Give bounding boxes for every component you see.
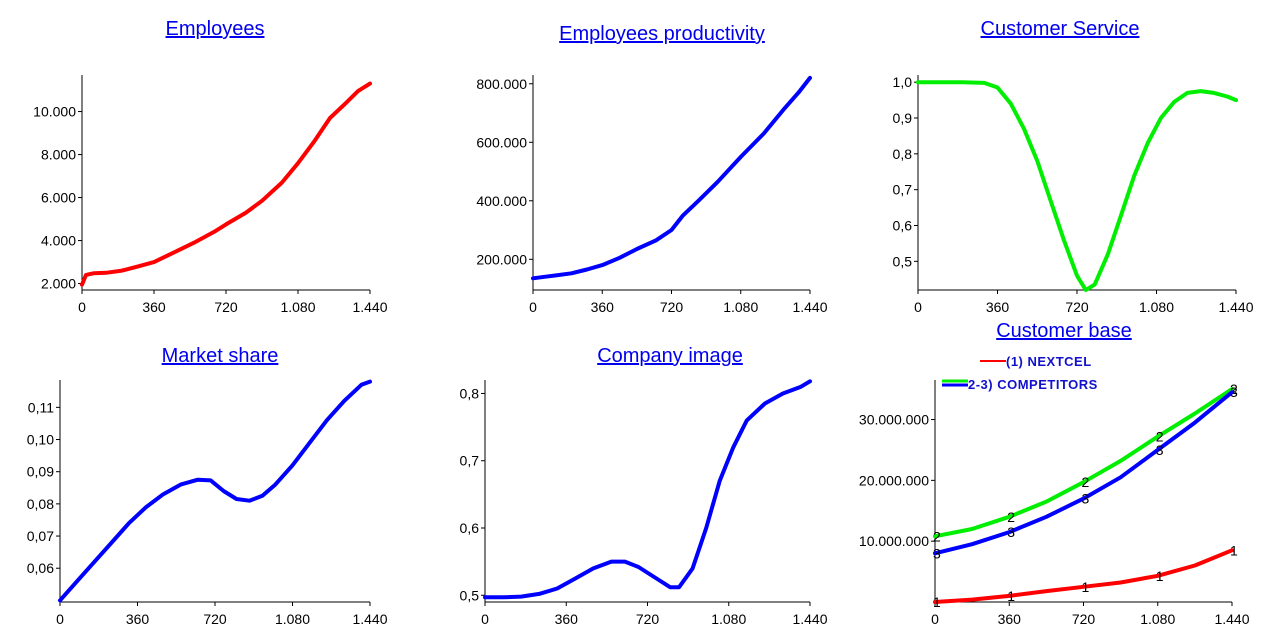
y-tick-label: 400.000 [476, 193, 527, 209]
legend-label-competitors: 2-3) COMPETITORS [968, 377, 1098, 392]
chart-panel-6: Customer base 0 360 720 1.080 1.440 10.000.000… [859, 320, 1250, 627]
chart-title: Market share [162, 345, 279, 367]
x-tick-label: 0 [78, 299, 86, 315]
series-marker: 2 [933, 528, 941, 544]
chart-title: Company image [597, 345, 743, 367]
y-tick-label: 0,6 [460, 520, 480, 536]
x-tick-label: 720 [660, 299, 684, 315]
y-tick-label: 6.000 [41, 190, 76, 206]
y-tick-label: 0,5 [893, 253, 913, 269]
series-marker: 3 [1007, 524, 1015, 540]
y-tick-label: 800.000 [476, 76, 527, 92]
series-line-1 [483, 379, 812, 600]
series-line-3 [933, 390, 1234, 556]
x-tick-label: 0 [931, 611, 939, 627]
series-marker: 3 [1156, 442, 1164, 458]
series-line-1 [58, 379, 372, 603]
y-tick-label: 0,10 [27, 432, 54, 448]
y-tick-label: 30.000.000 [859, 412, 929, 428]
x-tick-label: 1.080 [723, 299, 758, 315]
y-tick-label: 0,06 [27, 560, 54, 576]
y-tick-label: 0,11 [28, 399, 54, 415]
y-tick-label: 200.000 [476, 251, 527, 267]
chart-panel-4: Market share 0 360 720 1.080 1.440 0,06 0,07 0,0… [27, 345, 388, 627]
legend-label-nextcel: (1) NEXTCEL [1006, 354, 1092, 369]
x-tick-label: 720 [214, 299, 238, 315]
x-tick-label: 720 [1072, 611, 1096, 627]
y-tick-label: 10.000.000 [859, 533, 929, 549]
x-tick-label: 1.080 [711, 611, 746, 627]
x-tick-label: 1.440 [792, 611, 827, 627]
series-marker: 2 [1230, 381, 1238, 397]
y-tick-label: 0,6 [893, 218, 913, 234]
series-marker: 3 [1082, 491, 1090, 507]
series-marker: 2 [1007, 509, 1015, 525]
x-tick-label: 0 [914, 299, 922, 315]
x-tick-label: 1.080 [280, 299, 315, 315]
x-tick-label: 1.440 [352, 611, 387, 627]
x-tick-label: 0 [481, 611, 489, 627]
y-tick-label: 1,0 [893, 74, 913, 90]
chart-panel-1: Employees 0 360 720 1.080 1.440 2.000 4.000 6.00… [33, 18, 388, 315]
y-tick-label: 20.000.000 [859, 472, 929, 488]
series-marker: 2 [1082, 474, 1090, 490]
x-tick-label: 1.440 [792, 299, 827, 315]
y-tick-label: 4.000 [41, 233, 76, 249]
y-tick-label: 0,9 [893, 110, 913, 126]
x-tick-label: 0 [56, 611, 64, 627]
x-tick-label: 360 [555, 611, 579, 627]
chart-title: Employees productivity [559, 23, 765, 45]
y-tick-label: 8.000 [41, 147, 76, 163]
series-line-2 [933, 387, 1234, 539]
y-tick-label: 0,08 [27, 496, 54, 512]
y-tick-label: 0,09 [27, 464, 54, 480]
x-tick-label: 0 [529, 299, 537, 315]
x-tick-label: 720 [203, 611, 227, 627]
x-tick-label: 1.440 [1218, 299, 1253, 315]
series-marker: 2 [1156, 429, 1164, 445]
series-marker: 1 [1156, 568, 1164, 584]
y-tick-label: 600.000 [476, 134, 527, 150]
y-tick-label: 2.000 [41, 276, 76, 292]
x-tick-label: 360 [986, 299, 1010, 315]
x-tick-label: 360 [142, 299, 166, 315]
series-line-1 [916, 80, 1238, 292]
y-tick-label: 0,8 [460, 385, 480, 401]
series-marker: 1 [1082, 579, 1090, 595]
x-tick-label: 1.080 [1140, 611, 1175, 627]
x-tick-label: 720 [1065, 299, 1089, 315]
y-tick-label: 0,8 [893, 146, 913, 162]
x-tick-label: 1.080 [1139, 299, 1174, 315]
x-tick-label: 720 [636, 611, 660, 627]
x-tick-label: 1.440 [1214, 611, 1249, 627]
series-line-1 [80, 81, 372, 287]
x-tick-label: 360 [126, 611, 150, 627]
y-tick-label: 0,07 [27, 528, 54, 544]
chart-panel-3: Customer Service 0 360 720 1.080 1.440 0,5 0,6 0… [893, 18, 1254, 315]
x-tick-label: 360 [591, 299, 615, 315]
y-tick-label: 0,7 [893, 182, 913, 198]
series-marker: 1 [933, 594, 941, 610]
y-tick-label: 10.000 [33, 104, 76, 120]
chart-title: Customer Service [981, 18, 1140, 40]
x-tick-label: 1.440 [352, 299, 387, 315]
x-tick-label: 360 [998, 611, 1022, 627]
series-marker: 1 [1230, 542, 1238, 558]
series-line-1 [933, 548, 1234, 604]
series-line-1 [531, 75, 812, 281]
chart-panel-5: Company image 0 360 720 1.080 1.440 0,5 0,6 0,7 0… [460, 345, 828, 627]
y-tick-label: 0,7 [460, 453, 480, 469]
chart-panel-2: Employees productivity 0 360 720 1.080 1.440 2… [476, 23, 827, 315]
series-marker: 1 [1007, 588, 1015, 604]
chart-title: Customer base [996, 320, 1132, 342]
chart-title: Employees [166, 18, 265, 40]
x-tick-label: 1.080 [275, 611, 310, 627]
y-tick-label: 0,5 [460, 587, 480, 603]
series-marker: 3 [933, 545, 941, 561]
series-marker: 3 [1230, 384, 1238, 400]
